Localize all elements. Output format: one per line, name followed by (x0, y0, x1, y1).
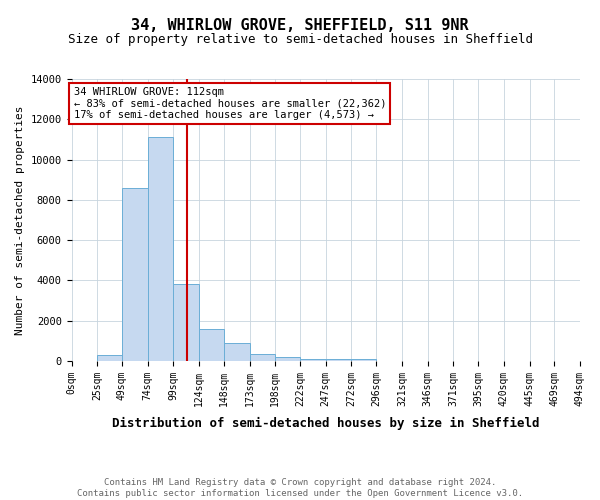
Bar (352, 359, 376, 361)
Bar (300, 359, 326, 361)
Bar (326, 359, 352, 361)
Bar (148, 138, 173, 361)
Text: 34 WHIRLOW GROVE: 112sqm
← 83% of semi-detached houses are smaller (22,362)
17% : 34 WHIRLOW GROVE: 112sqm ← 83% of semi-d… (74, 87, 386, 120)
Bar (275, 357, 300, 361)
Bar (122, 188, 148, 361)
Text: Size of property relative to semi-detached houses in Sheffield: Size of property relative to semi-detach… (67, 32, 533, 46)
X-axis label: Distribution of semi-detached houses by size in Sheffield: Distribution of semi-detached houses by … (112, 417, 539, 430)
Y-axis label: Number of semi-detached properties: Number of semi-detached properties (15, 105, 25, 334)
Bar (173, 284, 199, 361)
Bar (250, 354, 275, 361)
Text: Contains HM Land Registry data © Crown copyright and database right 2024.
Contai: Contains HM Land Registry data © Crown c… (77, 478, 523, 498)
Bar (199, 328, 224, 361)
Bar (224, 342, 250, 361)
Bar (97, 355, 122, 361)
Text: 34, WHIRLOW GROVE, SHEFFIELD, S11 9NR: 34, WHIRLOW GROVE, SHEFFIELD, S11 9NR (131, 18, 469, 32)
